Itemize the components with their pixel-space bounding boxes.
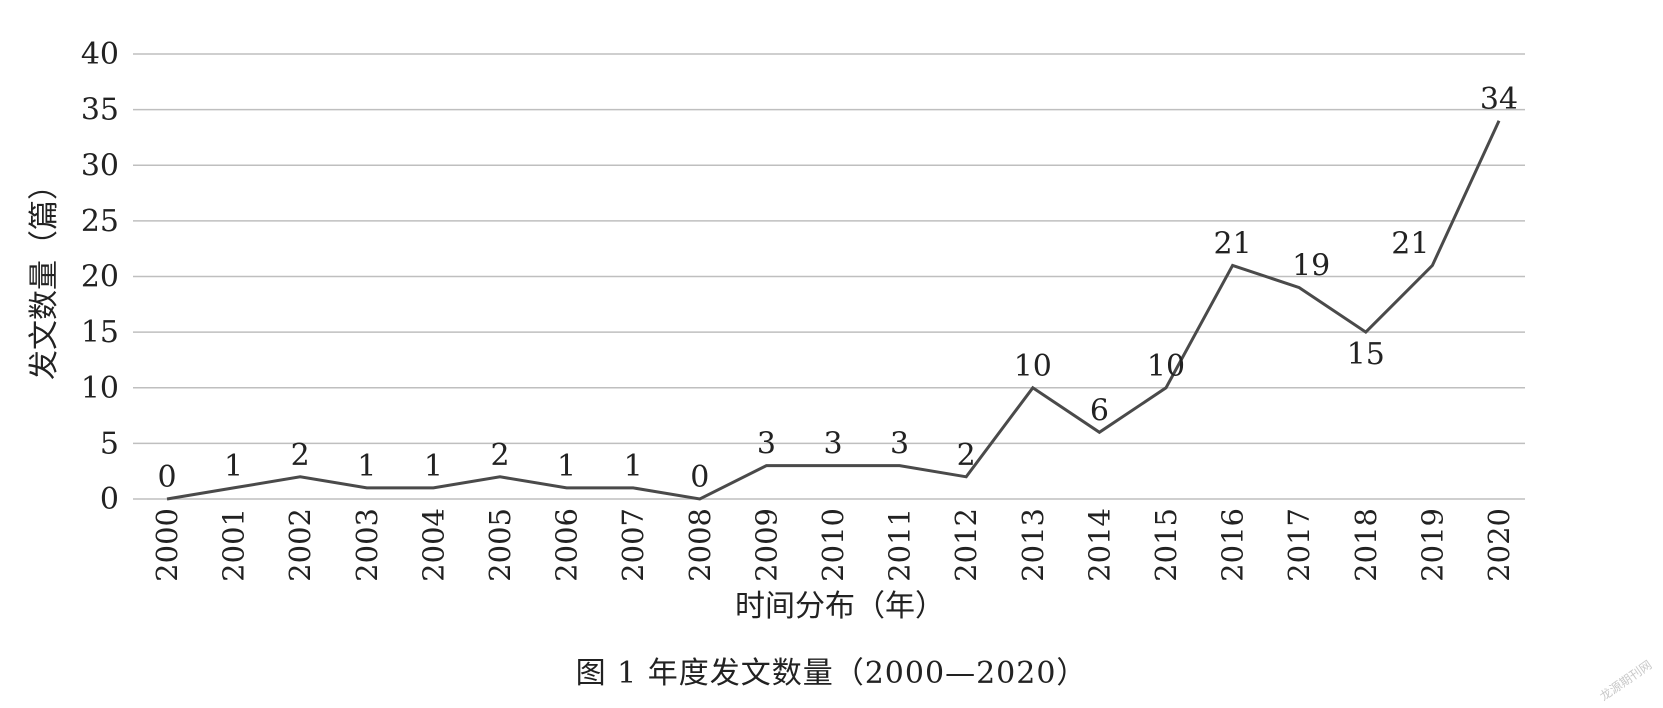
x-axis-label: 时间分布（年） bbox=[735, 589, 945, 624]
data-label-2003: 1 bbox=[357, 449, 376, 484]
data-label-2001: 1 bbox=[224, 449, 243, 484]
data-label-2014: 6 bbox=[1090, 393, 1109, 428]
data-label-2009: 3 bbox=[757, 427, 776, 462]
data-label-2006: 1 bbox=[557, 449, 576, 484]
y-axis-label: 发文数量（篇） bbox=[27, 170, 62, 380]
x-tick-label-2016: 2016 bbox=[1216, 508, 1250, 582]
y-tick-label-20: 20 bbox=[81, 260, 119, 295]
y-tick-label-0: 0 bbox=[100, 482, 119, 517]
y-tick-label-35: 35 bbox=[81, 93, 119, 128]
x-tick-label-2011: 2011 bbox=[883, 508, 917, 582]
data-label-2000: 0 bbox=[157, 460, 176, 495]
y-tick-label-30: 30 bbox=[81, 148, 119, 183]
x-tick-label-2000: 2000 bbox=[150, 508, 184, 582]
x-tick-label-2005: 2005 bbox=[483, 508, 517, 582]
y-tick-label-25: 25 bbox=[81, 204, 119, 239]
x-tick-label-2009: 2009 bbox=[749, 508, 783, 582]
data-label-2004: 1 bbox=[424, 449, 443, 484]
data-label-2019: 21 bbox=[1391, 226, 1429, 261]
data-label-2002: 2 bbox=[291, 438, 310, 473]
data-label-2005: 2 bbox=[490, 438, 509, 473]
data-label-2010: 3 bbox=[823, 427, 842, 462]
x-tick-label-2007: 2007 bbox=[616, 508, 650, 582]
x-tick-label-2020: 2020 bbox=[1482, 508, 1516, 582]
x-tick-label-2010: 2010 bbox=[816, 508, 850, 582]
series-line-group bbox=[166, 120, 1501, 501]
x-tick-label-2013: 2013 bbox=[1016, 508, 1050, 582]
x-tick-label-2017: 2017 bbox=[1282, 508, 1316, 582]
data-label-2008: 0 bbox=[690, 460, 709, 495]
y-tick-label-40: 40 bbox=[81, 37, 119, 72]
x-tick-label-2004: 2004 bbox=[416, 508, 450, 582]
x-tick-label-2006: 2006 bbox=[550, 508, 584, 582]
x-tick-label-2001: 2001 bbox=[217, 508, 251, 582]
y-tick-label-5: 5 bbox=[100, 426, 119, 461]
x-tick-label-2003: 2003 bbox=[350, 508, 384, 582]
series-line bbox=[166, 120, 1501, 501]
x-tick-label-2019: 2019 bbox=[1415, 508, 1449, 582]
y-axis-ticks: 0 5 10 15 20 25 30 35 40 bbox=[81, 37, 119, 517]
data-label-2020: 34 bbox=[1480, 82, 1518, 117]
x-tick-label-2015: 2015 bbox=[1149, 508, 1183, 582]
data-label-2011: 3 bbox=[890, 427, 909, 462]
data-label-2013: 10 bbox=[1014, 349, 1052, 384]
x-axis-ticks: 2000 2001 2002 2003 2004 2005 2006 2007 2008 2009… bbox=[150, 508, 1516, 582]
x-tick-label-2014: 2014 bbox=[1082, 508, 1116, 582]
data-label-2015: 10 bbox=[1147, 349, 1185, 384]
data-label-2018: 15 bbox=[1347, 337, 1385, 372]
figure-caption: 图 1 年度发文数量（2000—2020） bbox=[575, 656, 1088, 691]
x-tick-label-2002: 2002 bbox=[283, 508, 317, 582]
data-label-2016: 21 bbox=[1214, 226, 1252, 261]
data-label-2017: 19 bbox=[1292, 249, 1330, 284]
y-tick-label-15: 15 bbox=[81, 315, 119, 350]
x-tick-label-2012: 2012 bbox=[949, 508, 983, 582]
x-tick-label-2018: 2018 bbox=[1349, 508, 1383, 582]
data-label-2007: 1 bbox=[624, 449, 643, 484]
data-label-2012: 2 bbox=[957, 438, 976, 473]
x-tick-label-2008: 2008 bbox=[683, 508, 717, 582]
y-tick-label-10: 10 bbox=[81, 371, 119, 406]
gridlines bbox=[133, 53, 1525, 500]
